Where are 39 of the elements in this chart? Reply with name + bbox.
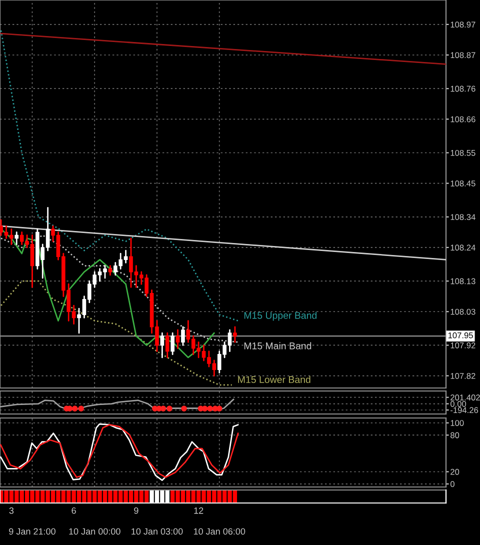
y-tick-label: 108.34 xyxy=(450,214,476,220)
x-tick-label: 10 Jan 00:00 xyxy=(69,528,120,535)
y-tick-label: 0.00 xyxy=(450,400,466,407)
y-tick-label: 201.402 xyxy=(450,394,480,400)
candlestick xyxy=(176,329,180,349)
y-tick-label: 80 xyxy=(450,432,460,438)
x2-tick-label: 9 xyxy=(134,507,138,514)
y-tick-label: 107.82 xyxy=(450,372,476,379)
y-tick-label: 108.97 xyxy=(450,22,476,28)
y-tick-label: 108.55 xyxy=(450,150,476,156)
y-tick-label: 108.76 xyxy=(450,86,476,92)
y-tick-label: 20 xyxy=(450,468,460,475)
candlestick xyxy=(14,231,19,246)
y-tick-label: 0 xyxy=(450,481,454,488)
x2-tick-label: 12 xyxy=(194,507,204,514)
y-tick-label: 100 xyxy=(450,420,464,426)
y-tick-label: 108.66 xyxy=(450,116,476,122)
candlestick xyxy=(233,326,237,343)
candlestick xyxy=(181,326,185,346)
y-tick-label: 108.45 xyxy=(450,180,476,186)
x-tick-label: 10 Jan 06:00 xyxy=(194,528,246,535)
x-tick-label: 9 Jan 21:00 xyxy=(9,528,56,535)
candlestick xyxy=(165,332,170,358)
series-label: M15 Lower Band xyxy=(238,376,310,384)
y-tick-label: 107.92 xyxy=(450,342,476,348)
y-tick-label: 108.13 xyxy=(450,278,476,284)
candlestick xyxy=(108,265,112,276)
x2-tick-label: 6 xyxy=(72,507,76,514)
x2-tick-label: 3 xyxy=(9,507,14,514)
candlestick xyxy=(170,332,174,356)
candlestick xyxy=(160,332,164,358)
y-tick-label: 108.87 xyxy=(450,52,476,58)
series-label: M15 Main Band xyxy=(244,342,312,350)
series-label: M15 Upper Band xyxy=(244,312,317,321)
y-tick-label: 108.03 xyxy=(450,308,476,315)
x-tick-label: 10 Jan 03:00 xyxy=(132,528,183,535)
y-tick-label: -194.26 xyxy=(450,407,478,414)
ref-line-label: 107.95 xyxy=(448,332,473,338)
y-tick-label: 108.24 xyxy=(450,244,476,251)
